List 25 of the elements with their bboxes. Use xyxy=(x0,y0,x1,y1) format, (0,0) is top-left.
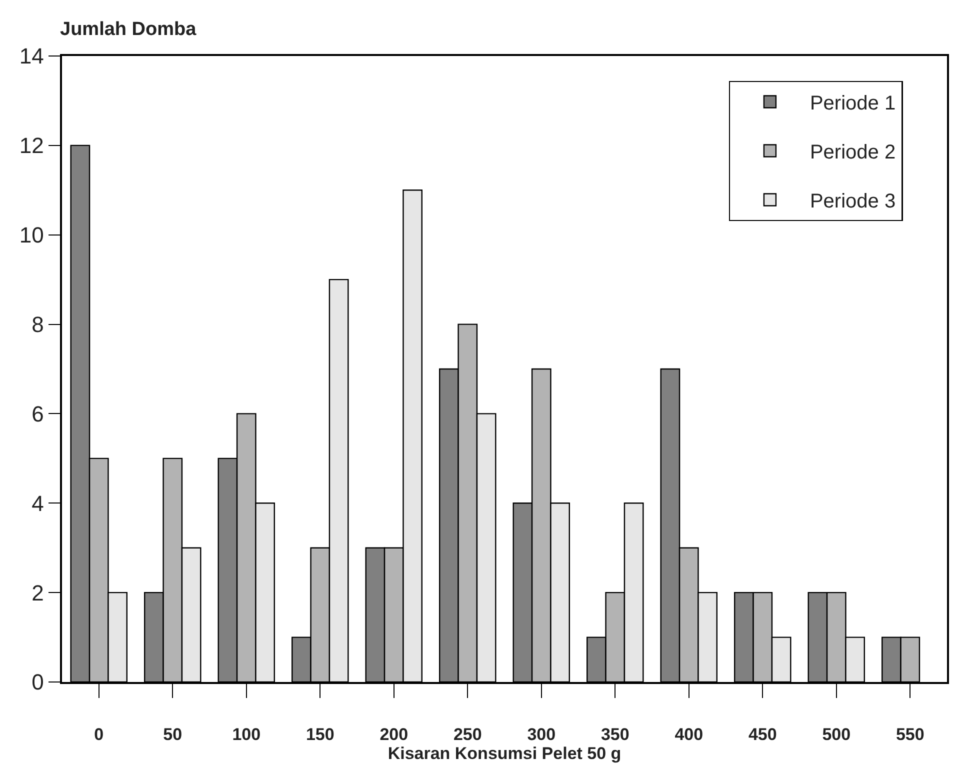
y-axis-title: Jumlah Domba xyxy=(60,19,197,40)
x-tick-label: 300 xyxy=(527,725,556,744)
x-tick-label: 100 xyxy=(232,725,261,744)
x-tick-label: 0 xyxy=(94,725,104,744)
x-tick-label: 200 xyxy=(380,725,408,744)
y-tick-label: 10 xyxy=(19,222,44,248)
x-tick-label: 50 xyxy=(163,725,182,744)
x-tick-label: 450 xyxy=(748,725,777,744)
y-tick-label: 8 xyxy=(32,312,44,337)
y-tick-label: 14 xyxy=(19,44,44,69)
x-tick-label: 500 xyxy=(822,725,851,744)
legend-label: Periode 3 xyxy=(810,190,896,213)
x-axis-title: Kisaran Konsumsi Pelet 50 g xyxy=(388,744,622,764)
x-tick-label: 350 xyxy=(600,725,630,744)
y-tick-label: 4 xyxy=(32,490,44,516)
y-tick-label: 0 xyxy=(32,670,44,695)
legend-label: Periode 1 xyxy=(810,92,896,115)
y-tick-label: 2 xyxy=(32,580,44,606)
legend-label: Periode 2 xyxy=(810,142,896,164)
y-tick-label: 12 xyxy=(19,133,44,158)
x-tick-label: 150 xyxy=(306,725,334,744)
y-tick-label: 6 xyxy=(32,401,44,426)
x-tick-label: 250 xyxy=(453,725,482,744)
x-tick-label: 400 xyxy=(674,725,704,744)
x-tick-label: 550 xyxy=(896,725,924,744)
